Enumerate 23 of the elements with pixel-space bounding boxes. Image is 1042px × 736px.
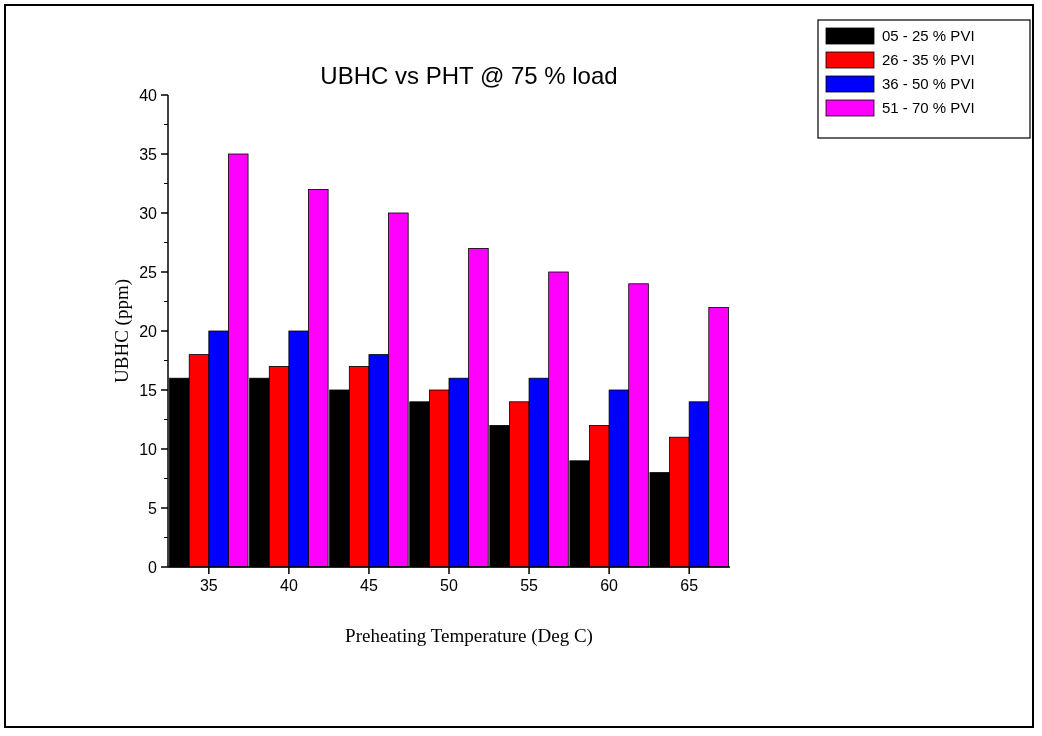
y-tick-label: 20 (139, 322, 158, 340)
y-tick-label: 0 (148, 558, 158, 576)
y-tick-label: 40 (139, 86, 158, 104)
y-axis-title: UBHC (ppm) (111, 279, 133, 383)
x-tick-label: 50 (440, 577, 458, 594)
x-tick-label: 60 (600, 577, 619, 594)
chart-title: UBHC vs PHT @ 75 % load (320, 62, 618, 89)
y-tick-label: 15 (139, 381, 158, 399)
x-tick-label: 35 (199, 577, 218, 594)
y-tick-label: 35 (139, 145, 158, 163)
y-tick-label: 10 (139, 440, 158, 458)
x-tick-label: 65 (680, 577, 699, 594)
y-tick-label: 30 (139, 204, 158, 222)
x-tick-label: 40 (279, 577, 298, 594)
legend-label: 36 - 50 % PVI (882, 75, 975, 93)
y-tick-label: 5 (148, 499, 158, 517)
legend-label: 26 - 35 % PVI (882, 51, 975, 69)
x-tick-label: 55 (520, 577, 539, 594)
y-tick-label: 25 (139, 263, 158, 281)
x-tick-label: 45 (360, 577, 378, 594)
legend-label: 51 - 70 % PVI (882, 99, 975, 117)
legend-label: 05 - 25 % PVI (882, 27, 975, 45)
x-axis-title: Preheating Temperature (Deg C) (345, 625, 593, 647)
